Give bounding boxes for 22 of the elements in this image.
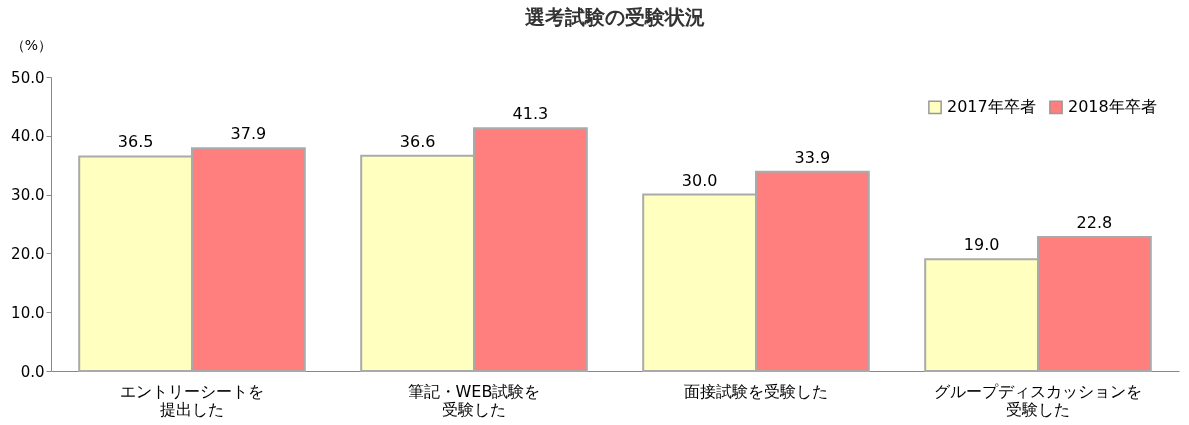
y-tick-label: 40.0	[11, 127, 45, 146]
data-label: 33.9	[794, 147, 831, 167]
legend-label: 2017年卒者	[947, 97, 1036, 117]
y-tick-label: 20.0	[11, 244, 45, 263]
data-label: 22.8	[1076, 212, 1113, 232]
data-label: 41.3	[512, 104, 549, 124]
data-label: 36.6	[399, 131, 436, 151]
x-tick-label: エントリーシートを提出した	[120, 381, 264, 419]
x-tick-label: 面接試験を受験した	[684, 381, 828, 401]
legend-label: 2018年卒者	[1068, 97, 1157, 117]
data-label: 30.0	[681, 170, 718, 190]
x-tick-label: 筆記・WEB試験を受験した	[407, 381, 541, 419]
y-tick-label: 30.0	[11, 186, 45, 205]
y-tick-label: 10.0	[11, 303, 45, 322]
data-label: 37.9	[230, 124, 267, 144]
chart-title: 選考試験の受験状況	[525, 5, 705, 29]
y-tick-label: 50.0	[11, 68, 45, 87]
x-tick-label: グループディスカッションを受験した	[934, 381, 1142, 419]
data-label: 36.5	[117, 132, 154, 152]
y-axis-title: （%）	[10, 36, 53, 53]
y-tick-label: 0.0	[20, 362, 45, 381]
data-label: 19.0	[963, 235, 1000, 255]
